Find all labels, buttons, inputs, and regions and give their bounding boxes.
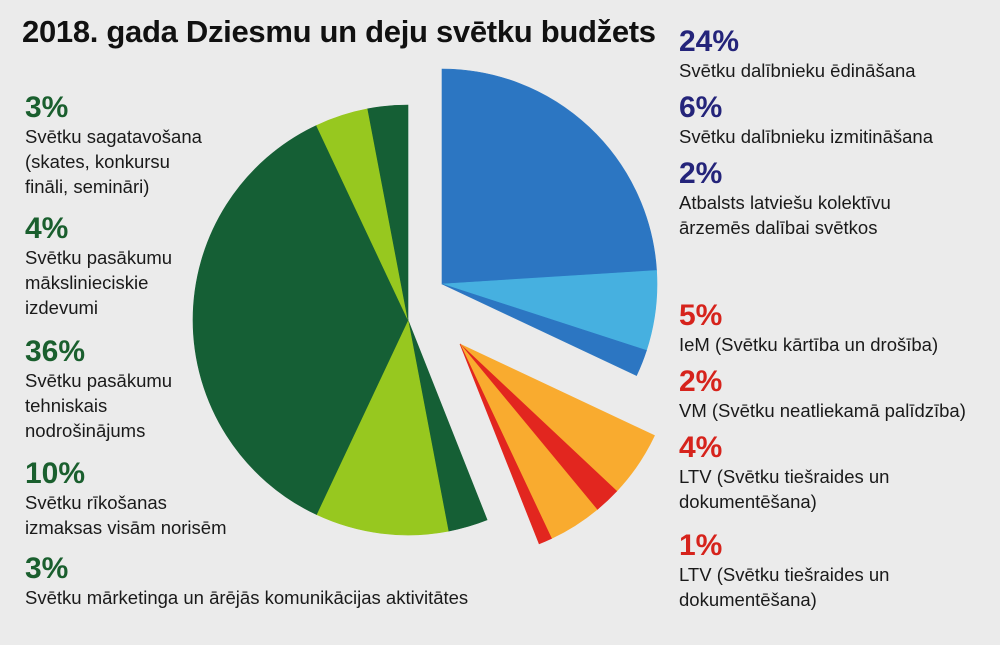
slice-description: LTV (Svētku tiešraides un dokumentēšana) xyxy=(679,564,890,610)
slice-percent-label: 2% xyxy=(679,365,723,398)
legend-item: 2% Atbalsts latviešu kolektīvu ārzemēs d… xyxy=(679,158,891,240)
slice-percent-label: 1% xyxy=(679,529,723,562)
slice-description: LTV (Svētku tiešraides un dokumentēšana) xyxy=(679,466,890,512)
slice-description: Svētku dalībnieku izmitināšana xyxy=(679,126,934,147)
legend-item: 24% Svētku dalībnieku ēdināšana xyxy=(679,26,916,83)
legend-item: 3% Svētku sagatavošana (skates, konkursu… xyxy=(25,92,202,199)
legend-item: 1% LTV (Svētku tiešraides un dokumentēša… xyxy=(679,530,889,612)
pie-slice xyxy=(441,68,657,285)
chart-title: 2018. gada Dziesmu un deju svētku budžet… xyxy=(22,14,656,49)
slice-description: Svētku rīkošanas izmaksas visām norisēm xyxy=(25,492,227,538)
pie-slice xyxy=(367,104,409,321)
slice-description: Svētku pasākumu mākslinieciskie izdevumi xyxy=(25,247,173,318)
legend-item: 36% Svētku pasākumu tehniskais nodrošinā… xyxy=(25,336,172,443)
slice-percent-label: 4% xyxy=(25,212,69,245)
legend-item: 3% Svētku mārketinga un ārējās komunikāc… xyxy=(25,553,468,610)
slice-percent-label: 24% xyxy=(679,25,740,58)
legend-item: 10% Svētku rīkošanas izmaksas visām nori… xyxy=(25,458,227,540)
legend-item: 4% Svētku pasākumu mākslinieciskie izdev… xyxy=(25,213,172,320)
pie-slice xyxy=(316,319,449,536)
slice-description: VM (Svētku neatliekamā palīdzība) xyxy=(679,400,966,421)
slice-description: Svētku dalībnieku ēdināšana xyxy=(679,60,916,81)
legend-item: 2% VM (Svētku neatliekamā palīdzība) xyxy=(679,366,966,423)
pie-slice xyxy=(441,270,658,351)
slice-percent-label: 5% xyxy=(679,299,723,332)
slice-percent-label: 10% xyxy=(25,457,86,490)
slice-description: Atbalsts latviešu kolektīvu ārzemēs dalī… xyxy=(679,192,891,238)
slice-description: Svētku sagatavošana (skates, konkursu fi… xyxy=(25,126,202,197)
slice-description: Svētku pasākumu tehniskais nodrošinājums xyxy=(25,370,173,441)
pie-slice xyxy=(192,125,409,515)
slice-description: Svētku mārketinga un ārējās komunikācija… xyxy=(25,587,469,608)
slice-percent-label: 3% xyxy=(25,91,69,124)
slice-percent-label: 6% xyxy=(679,91,723,124)
pie-slice xyxy=(459,343,552,545)
legend-item: 6% Svētku dalībnieku izmitināšana xyxy=(679,92,933,149)
legend-item: 4% LTV (Svētku tiešraides un dokumentēša… xyxy=(679,432,889,514)
slice-description: IeM (Svētku kārtība un drošība) xyxy=(679,334,939,355)
slice-percent-label: 2% xyxy=(679,157,723,190)
slice-percent-label: 4% xyxy=(679,431,723,464)
slice-percent-label: 3% xyxy=(25,552,69,585)
legend-item: 5% IeM (Svētku kārtība un drošība) xyxy=(679,300,938,357)
pie-slice xyxy=(441,283,647,376)
slice-percent-label: 36% xyxy=(25,335,86,368)
